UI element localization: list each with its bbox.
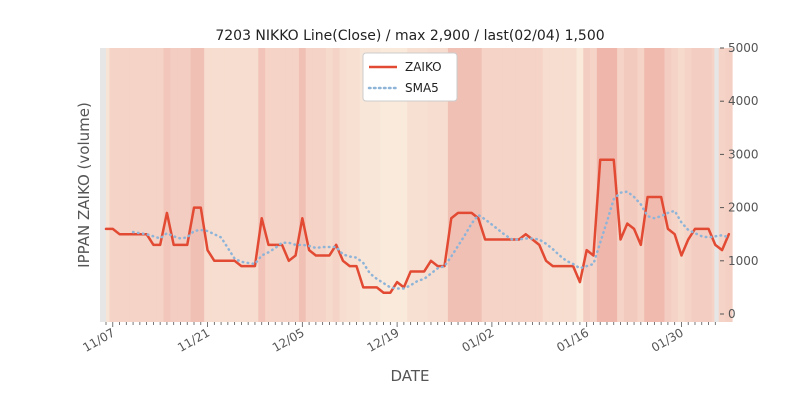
shade-band — [130, 48, 137, 322]
shade-band — [170, 48, 177, 322]
shade-band — [624, 48, 631, 322]
shade-band — [725, 48, 732, 322]
shade-band — [116, 48, 123, 322]
shade-band — [231, 48, 238, 322]
shade-band — [461, 48, 468, 322]
shade-band — [197, 48, 204, 322]
shade-band — [258, 48, 265, 322]
shade-band — [583, 48, 590, 322]
y-axis-label: IPPAN ZAIKO (volume) — [75, 102, 93, 268]
shade-band — [285, 48, 292, 322]
shade-band — [468, 48, 475, 322]
legend-label-sma5: SMA5 — [405, 81, 439, 95]
shade-band — [570, 48, 577, 322]
legend: ZAIKO SMA5 — [363, 53, 457, 101]
shade-band — [177, 48, 184, 322]
shade-band — [529, 48, 536, 322]
shade-band — [712, 48, 714, 322]
chart-title: 7203 NIKKO Line(Close) / max 2,900 / las… — [215, 28, 604, 44]
x-tick-label: 12/19 — [365, 325, 402, 354]
shade-band — [157, 48, 164, 322]
shade-band — [272, 48, 279, 322]
shade-band — [678, 48, 685, 322]
shade-band — [522, 48, 529, 322]
shade-band — [224, 48, 231, 322]
x-tick-label: 01/30 — [649, 325, 686, 354]
shade-band — [218, 48, 225, 322]
shade-band — [136, 48, 143, 322]
x-tick-label: 01/02 — [459, 325, 496, 354]
shade-band — [333, 48, 340, 322]
shade-band — [279, 48, 286, 322]
shade-band — [245, 48, 252, 322]
shade-band — [346, 48, 353, 322]
shade-band — [482, 48, 489, 322]
shade-band — [109, 48, 116, 322]
shade-band — [563, 48, 570, 322]
shade-band — [637, 48, 644, 322]
shade-band — [536, 48, 543, 322]
shade-band — [617, 48, 624, 322]
shade-band — [631, 48, 638, 322]
y-tick-label: 0 — [728, 307, 736, 321]
shade-band — [353, 48, 360, 322]
shade-band — [705, 48, 712, 322]
shade-band — [164, 48, 171, 322]
shade-band — [495, 48, 502, 322]
shade-band — [671, 48, 678, 322]
shade-band — [665, 48, 672, 322]
shade-band — [319, 48, 326, 322]
shade-band — [326, 48, 333, 322]
shade-band — [644, 48, 651, 322]
shade-band — [556, 48, 563, 322]
shade-band — [549, 48, 556, 322]
shade-band — [658, 48, 665, 322]
shade-band — [204, 48, 211, 322]
x-tick-label: 12/05 — [270, 325, 307, 354]
shade-band — [516, 48, 523, 322]
x-axis-label: DATE — [390, 367, 429, 385]
shade-band — [238, 48, 245, 322]
shade-band — [509, 48, 516, 322]
shade-band — [590, 48, 597, 322]
legend-label-zaiko: ZAIKO — [405, 60, 442, 74]
shade-band — [184, 48, 191, 322]
shade-band — [312, 48, 319, 322]
y-tick-label: 1000 — [728, 254, 759, 268]
shade-band — [692, 48, 699, 322]
y-tick-label: 4000 — [728, 94, 759, 108]
shade-band — [475, 48, 482, 322]
shade-band — [292, 48, 299, 322]
shade-band — [143, 48, 150, 322]
shade-band — [604, 48, 611, 322]
shade-band — [252, 48, 259, 322]
shade-band — [651, 48, 658, 322]
x-tick-label: 11/21 — [175, 325, 212, 354]
shade-band — [106, 48, 110, 322]
x-tick-label: 11/07 — [80, 325, 117, 354]
shade-band — [502, 48, 509, 322]
shade-band — [265, 48, 272, 322]
shade-band — [489, 48, 496, 322]
shade-band — [698, 48, 705, 322]
shade-band — [211, 48, 218, 322]
shade-band — [299, 48, 306, 322]
x-tick-label: 01/16 — [554, 325, 591, 354]
y-tick-label: 3000 — [728, 147, 759, 161]
shade-band — [543, 48, 550, 322]
y-tick-label: 2000 — [728, 201, 759, 215]
shade-band — [123, 48, 130, 322]
shade-band — [340, 48, 347, 322]
y-tick-label: 5000 — [728, 41, 759, 55]
shade-band — [191, 48, 198, 322]
shade-band — [306, 48, 313, 322]
shade-band — [685, 48, 692, 322]
shade-band — [150, 48, 157, 322]
shade-band — [719, 48, 726, 322]
